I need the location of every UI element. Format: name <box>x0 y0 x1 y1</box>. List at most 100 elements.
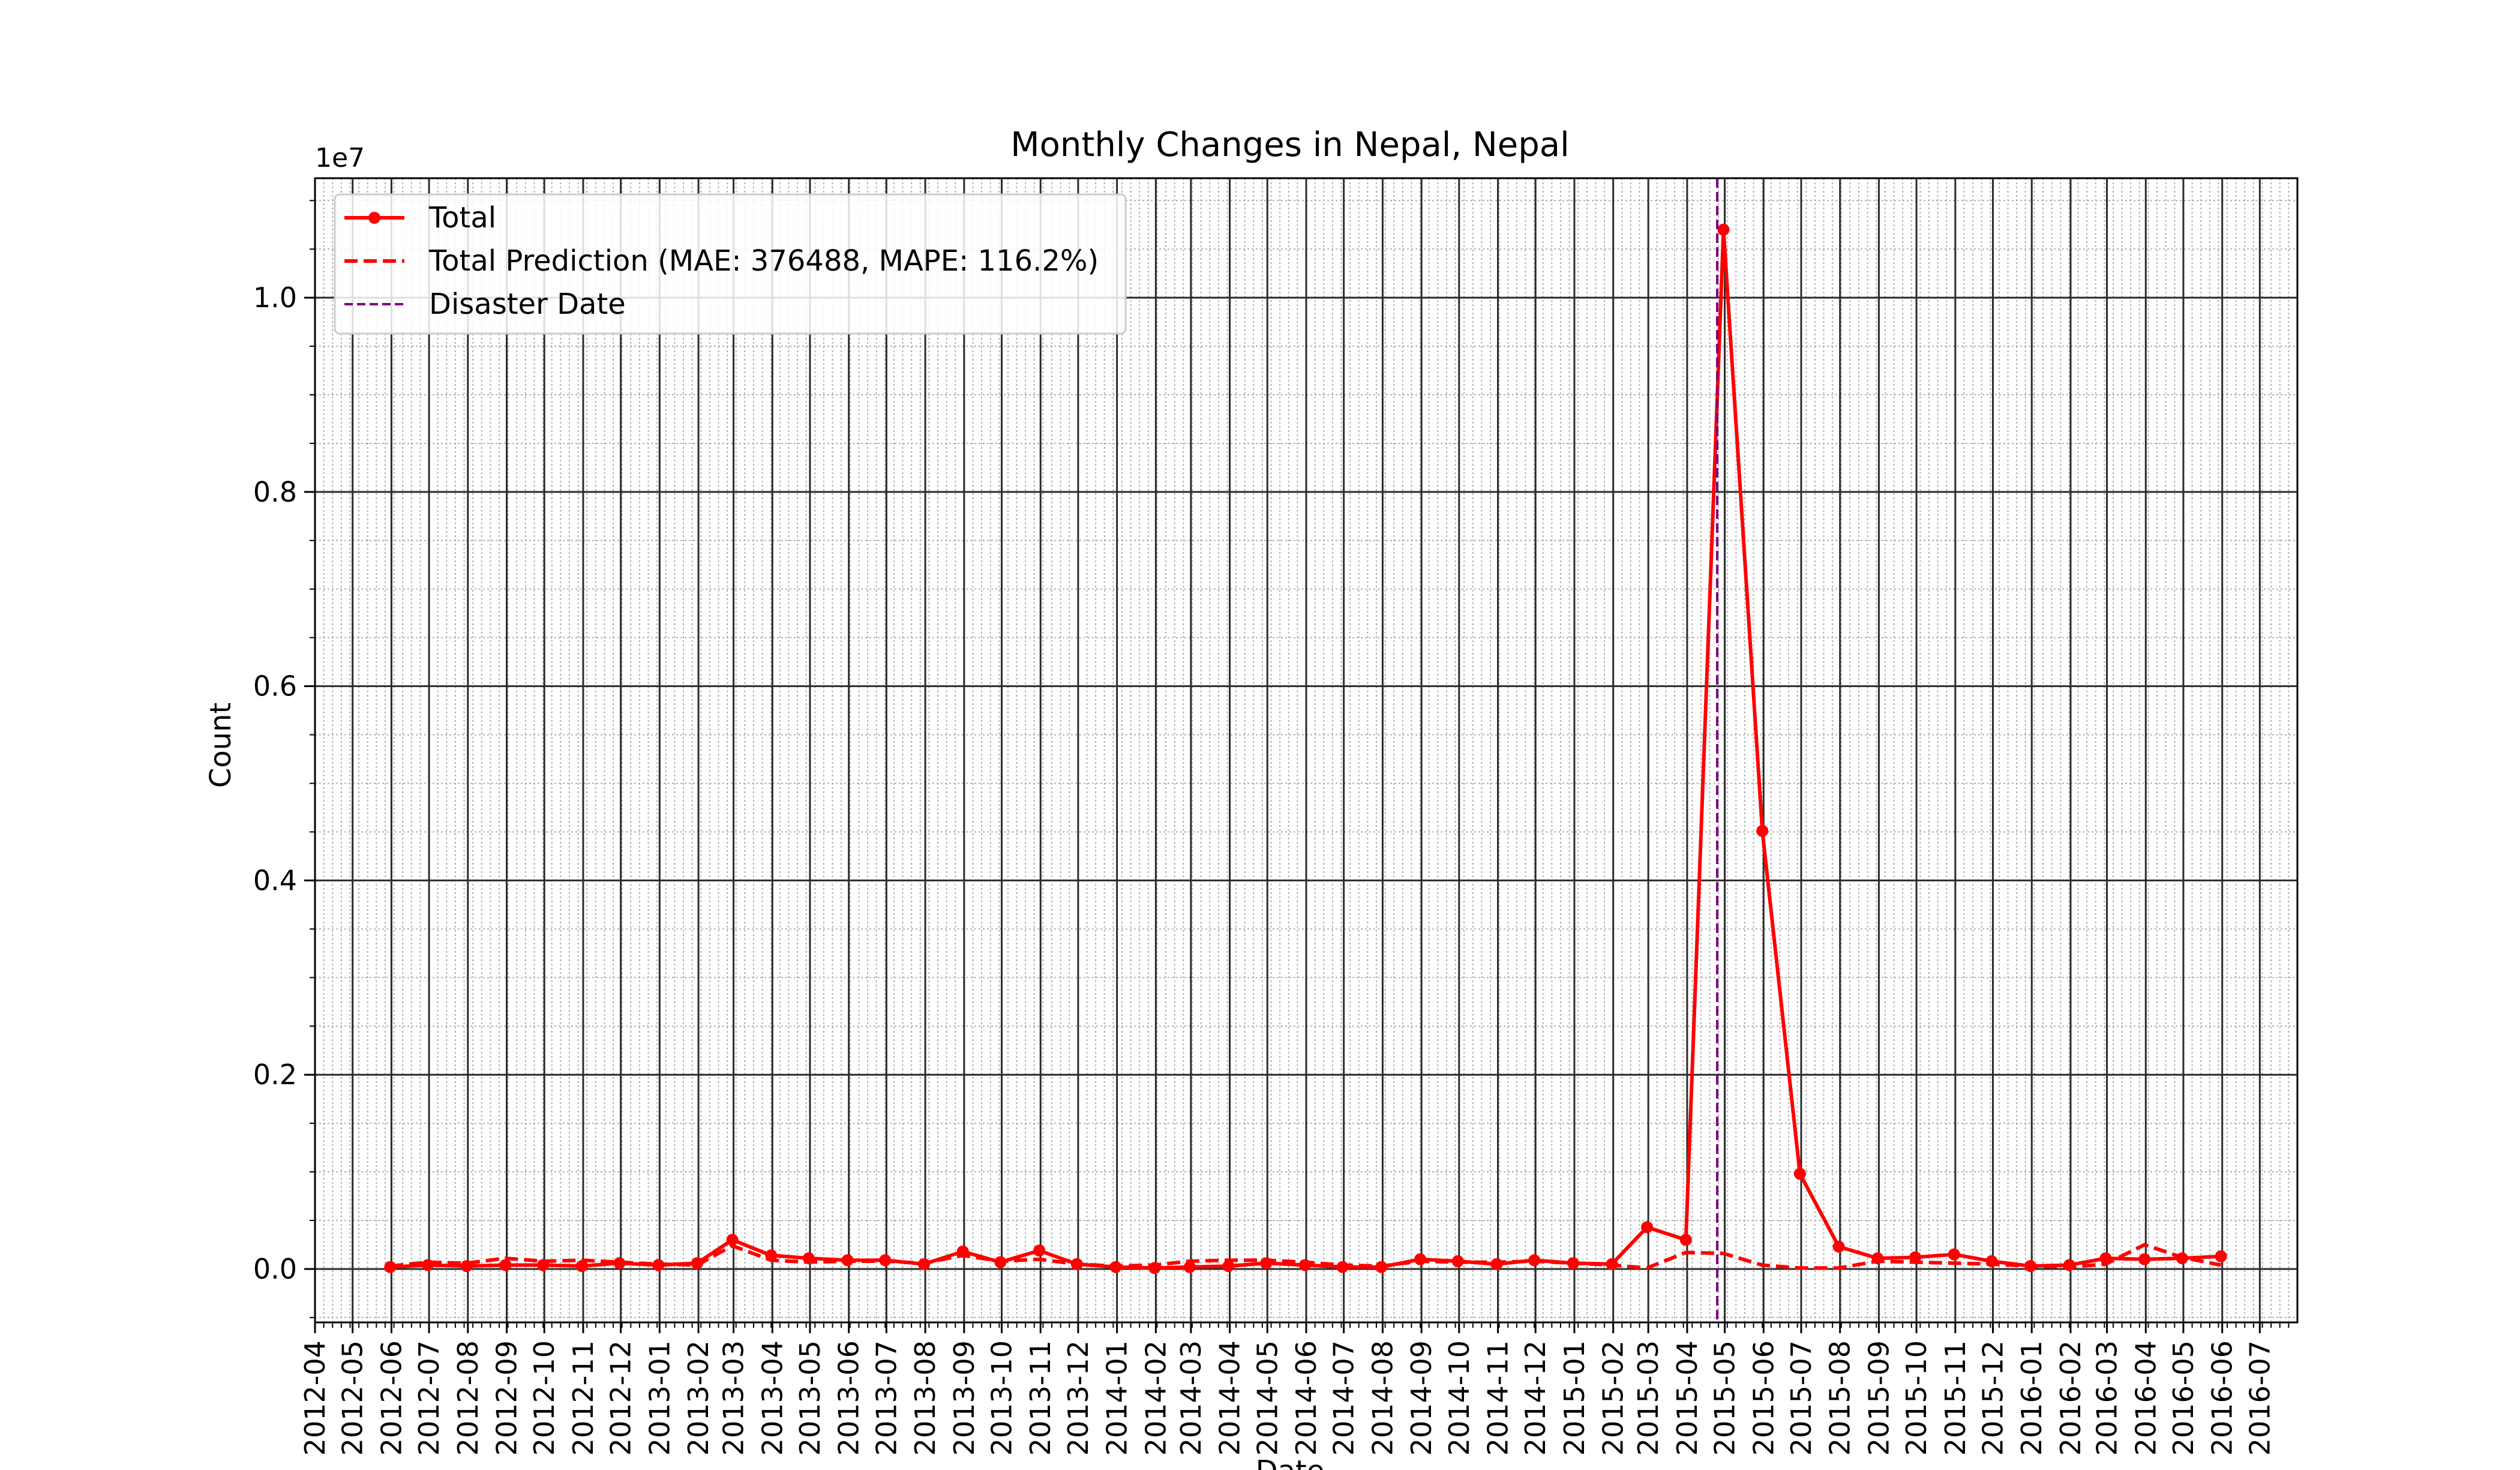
x-tick-label: 2012-11 <box>567 1340 599 1456</box>
x-tick-label: 2016-03 <box>2091 1340 2123 1456</box>
data-point-total <box>613 1257 626 1270</box>
data-point-total <box>537 1259 550 1271</box>
data-point-total <box>1222 1260 1235 1273</box>
x-tick-label: 2015-11 <box>1939 1340 1972 1456</box>
x-tick-label: 2015-10 <box>1900 1340 1933 1456</box>
x-tick-label: 2013-12 <box>1062 1340 1094 1456</box>
x-tick-label: 2012-07 <box>413 1340 445 1456</box>
x-tick-label: 2015-05 <box>1709 1340 1741 1456</box>
y-axis-label: Count <box>204 703 238 788</box>
x-tick-label: 2015-04 <box>1671 1340 1703 1456</box>
data-point-total <box>1183 1261 1196 1273</box>
data-point-total <box>652 1259 665 1271</box>
x-tick-label: 2014-11 <box>1482 1340 1514 1456</box>
data-point-total <box>1451 1255 1464 1268</box>
x-tick-label: 2013-01 <box>643 1340 676 1456</box>
x-tick-label: 2014-05 <box>1251 1340 1283 1456</box>
x-tick-label: 2012-12 <box>605 1340 637 1456</box>
x-tick-label: 2014-07 <box>1328 1340 1360 1456</box>
x-tick-label: 2014-10 <box>1443 1340 1475 1456</box>
data-point-total <box>1756 824 1769 837</box>
legend-label-prediction: Total Prediction (MAE: 376488, MAPE: 116… <box>428 244 1099 278</box>
x-tick-label: 2013-08 <box>909 1340 941 1456</box>
data-point-total <box>2099 1252 2112 1265</box>
data-point-total <box>1336 1261 1349 1273</box>
x-tick-label: 2016-07 <box>2243 1340 2276 1456</box>
x-tick-label: 2012-09 <box>491 1340 523 1456</box>
x-tick-label: 2014-01 <box>1101 1340 1133 1456</box>
x-tick-label: 2012-08 <box>452 1340 484 1456</box>
x-tick-label: 2015-02 <box>1597 1340 1630 1456</box>
y-tick-label: 1.0 <box>253 281 297 314</box>
x-tick-label: 2015-09 <box>1862 1340 1895 1456</box>
x-tick-label: 2016-04 <box>2129 1340 2162 1456</box>
x-axis-label: Date <box>1256 1454 1325 1470</box>
x-tick-label: 2015-12 <box>1976 1340 2009 1456</box>
x-tick-label: 2012-06 <box>375 1340 407 1456</box>
x-tick-label: 2013-06 <box>833 1340 865 1456</box>
y-tick-label: 0.0 <box>253 1253 297 1285</box>
y-tick-label: 0.2 <box>253 1058 297 1091</box>
x-tick-label: 2013-07 <box>870 1340 902 1456</box>
x-tick-label: 2014-04 <box>1214 1340 1246 1456</box>
data-point-total <box>1606 1258 1618 1270</box>
data-point-total <box>1148 1262 1161 1274</box>
legend-box <box>334 193 1127 335</box>
plot-area: 2012-04 2012-05 2012-06 2012-07 2012-08 2012-… <box>253 177 2299 1456</box>
data-point-total <box>1909 1251 1922 1264</box>
data-point-total <box>1414 1253 1427 1265</box>
x-tick-label: 2014-09 <box>1405 1340 1438 1456</box>
x-tick-label: 2013-05 <box>794 1340 826 1456</box>
x-tick-label: 2016-02 <box>2054 1340 2087 1456</box>
data-point-total <box>1717 223 1730 236</box>
x-tick-label: 2013-03 <box>718 1340 750 1456</box>
data-point-total <box>575 1260 588 1273</box>
x-tick-label: 2016-06 <box>2206 1340 2239 1456</box>
data-point-total <box>421 1259 434 1271</box>
x-tick-label: 2013-11 <box>1024 1340 1057 1456</box>
x-tick-label: 2013-10 <box>985 1340 1018 1456</box>
legend-label-disaster: Disaster Date <box>429 287 626 321</box>
data-point-total <box>499 1259 512 1271</box>
x-tick-label: 2014-08 <box>1366 1340 1399 1456</box>
x-tick-label: 2013-02 <box>682 1340 715 1456</box>
x-tick-label: 2015-03 <box>1632 1340 1664 1456</box>
x-tick-label: 2013-04 <box>756 1340 788 1456</box>
data-point-total <box>994 1256 1007 1268</box>
y-tick-label: 0.4 <box>253 864 297 896</box>
data-point-total <box>460 1260 473 1273</box>
x-tick-label: 2014-12 <box>1519 1340 1552 1456</box>
y-tick-label: 0.6 <box>253 670 297 703</box>
data-point-total <box>1528 1254 1541 1267</box>
chart-title: Monthly Changes in Nepal, Nepal <box>1010 125 1569 164</box>
data-point-total <box>1948 1248 1960 1261</box>
data-point-total <box>1679 1234 1692 1246</box>
data-point-total <box>2215 1250 2227 1262</box>
data-point-total <box>1490 1258 1503 1270</box>
data-point-total <box>918 1258 931 1270</box>
data-point-total <box>1871 1252 1884 1265</box>
x-tick-label: 2015-08 <box>1824 1340 1856 1456</box>
x-tick-label: 2014-02 <box>1139 1340 1172 1456</box>
data-point-total <box>2063 1259 2075 1271</box>
axes-frame <box>314 177 2299 1324</box>
data-point-total <box>1033 1244 1046 1257</box>
data-point-total <box>1298 1259 1311 1271</box>
data-point-total <box>384 1261 397 1273</box>
x-tick-label: 2014-06 <box>1290 1340 1322 1456</box>
data-point-total <box>1567 1257 1579 1270</box>
data-point-total <box>1985 1255 1998 1268</box>
data-point-total <box>765 1249 778 1262</box>
x-tick-label: 2013-09 <box>948 1340 980 1456</box>
data-point-total <box>2176 1252 2188 1265</box>
data-point-total <box>1375 1261 1388 1273</box>
y-offset-label: 1e7 <box>315 143 365 173</box>
x-tick-label: 2016-01 <box>2015 1340 2048 1456</box>
data-point-total <box>1070 1258 1083 1270</box>
data-point-total <box>956 1245 969 1258</box>
data-point-total <box>1793 1168 1806 1180</box>
x-tick-label: 2015-07 <box>1785 1340 1817 1456</box>
x-tick-label: 2012-04 <box>299 1340 331 1456</box>
x-tick-label: 2015-06 <box>1747 1340 1780 1456</box>
